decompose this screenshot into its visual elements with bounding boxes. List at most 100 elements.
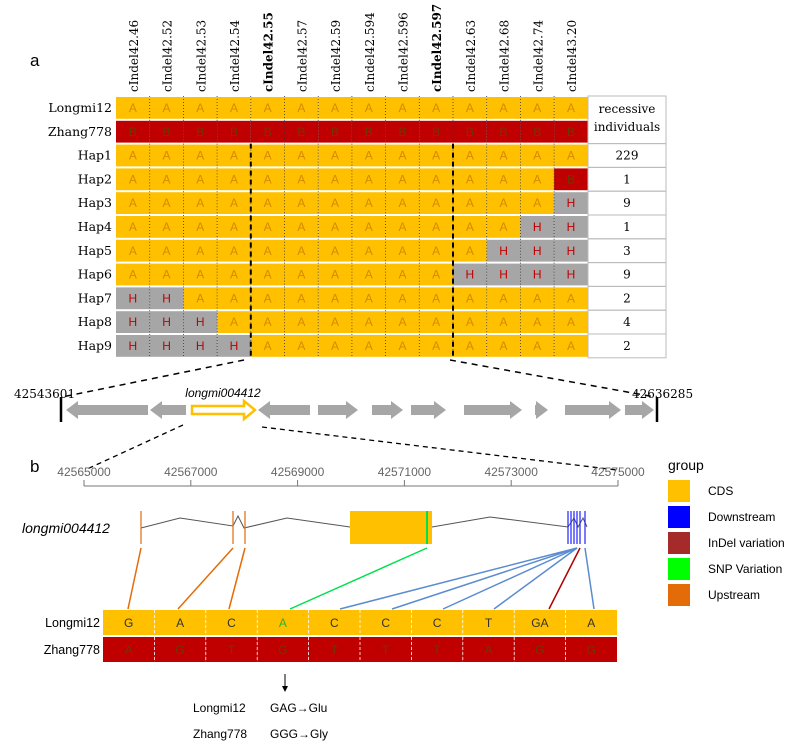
- seq-row-label: Zhang778: [44, 643, 100, 657]
- genotype-cell: [554, 192, 588, 214]
- genotype-cell: [419, 311, 453, 333]
- marker-label: cIndel42.52: [161, 20, 175, 92]
- variant-connector: [339, 547, 578, 610]
- count-header-cell: [587, 95, 667, 145]
- row-label: Hap4: [78, 219, 112, 234]
- genotype-cell: [318, 335, 352, 357]
- base-cell: [565, 637, 617, 662]
- genotype-text: A: [297, 196, 305, 210]
- legend-label: Downstream: [708, 510, 775, 524]
- genotype-cell: [554, 311, 588, 333]
- base-cell: [360, 610, 412, 635]
- genotype-cell: [250, 239, 285, 262]
- genotype-text: A: [264, 196, 272, 210]
- base-text: A: [279, 616, 287, 630]
- genotype-text: A: [567, 315, 575, 329]
- axis-tick-label: 42565000: [57, 465, 111, 479]
- codon-sample: Longmi12: [193, 701, 246, 715]
- genotype-cell: [217, 287, 251, 310]
- genotype-cell: [486, 216, 521, 238]
- genotype-text: H: [129, 339, 138, 353]
- genotype-cell: [385, 311, 420, 333]
- genotype-cell: [385, 216, 420, 238]
- genotype-cell: [284, 287, 319, 310]
- genotype-text: A: [230, 101, 238, 115]
- genotype-cell: [554, 263, 588, 286]
- genotype-text: A: [196, 268, 204, 282]
- legend-swatch: [668, 584, 690, 606]
- genotype-text: A: [331, 149, 339, 163]
- genotype-text: A: [297, 149, 305, 163]
- genotype-cell: [217, 263, 251, 286]
- genotype-text: A: [264, 339, 272, 353]
- genotype-cell: [284, 216, 319, 238]
- genotype-cell: [419, 192, 453, 214]
- genotype-cell: [183, 311, 218, 333]
- genotype-text: H: [499, 268, 508, 282]
- base-text: A: [484, 643, 492, 657]
- genotype-text: A: [432, 101, 440, 115]
- genotype-text: A: [500, 339, 508, 353]
- genotype-cell: [351, 97, 386, 119]
- genotype-cell: [250, 192, 285, 214]
- genotype-cell: [419, 239, 453, 262]
- marker-label: cIndel43.20: [565, 20, 579, 92]
- row-label: Hap8: [78, 314, 112, 329]
- genotype-cell: [149, 239, 184, 262]
- recessive-count: 2: [623, 339, 631, 353]
- gene-arrow: [625, 401, 654, 419]
- genotype-cell: [116, 192, 150, 214]
- gene-arrow: [565, 401, 621, 419]
- genotype-cell: [554, 335, 588, 357]
- genotype-text: B: [264, 125, 272, 139]
- genotype-cell: [453, 168, 487, 191]
- gene-label: longmi004412: [22, 520, 110, 536]
- genotype-text: H: [533, 244, 542, 258]
- genotype-cell: [453, 311, 487, 333]
- marker-label: cIndel42.63: [464, 20, 478, 92]
- genotype-cell: [351, 168, 386, 191]
- base-cell: [103, 637, 155, 662]
- codon-change: GAG→Glu: [270, 701, 327, 715]
- zoom-line: [61, 359, 245, 398]
- genotype-cell: [554, 239, 588, 262]
- legend-swatch: [668, 506, 690, 528]
- genotype-cell: [486, 97, 521, 119]
- base-text: T: [331, 643, 339, 657]
- base-cell: [103, 610, 155, 635]
- genotype-cell: [250, 144, 285, 167]
- genotype-text: A: [230, 315, 238, 329]
- genotype-text: A: [466, 291, 474, 305]
- genotype-text: H: [196, 315, 205, 329]
- genotype-cell: [520, 239, 555, 262]
- genotype-cell: [453, 216, 487, 238]
- genotype-cell: [284, 168, 319, 191]
- base-cell: [462, 610, 515, 635]
- row-label: Hap6: [78, 267, 112, 282]
- genotype-text: A: [331, 244, 339, 258]
- genotype-cell: [385, 120, 420, 143]
- genotype-cell: [419, 335, 453, 357]
- genotype-cell: [217, 144, 251, 167]
- base-cell: [411, 610, 463, 635]
- genotype-text: A: [163, 220, 171, 234]
- genotype-text: H: [129, 291, 138, 305]
- genotype-text: B: [466, 125, 474, 139]
- recessive-count: 1: [623, 172, 631, 186]
- genotype-cell: [149, 120, 184, 143]
- genotype-cell: [183, 216, 218, 238]
- genotype-cell: [419, 168, 453, 191]
- genotype-text: A: [466, 244, 474, 258]
- genotype-text: A: [230, 244, 238, 258]
- genotype-cell: [116, 239, 150, 262]
- genotype-text: A: [398, 244, 406, 258]
- genotype-cell: [419, 97, 453, 119]
- seq-row-label: Longmi12: [45, 616, 100, 630]
- recessive-header: recessive: [599, 102, 656, 116]
- genotype-text: H: [567, 244, 576, 258]
- variant-connector: [548, 547, 581, 610]
- genotype-cell: [351, 263, 386, 286]
- genotype-text: A: [466, 339, 474, 353]
- genotype-text: H: [162, 291, 171, 305]
- genotype-text: A: [533, 339, 541, 353]
